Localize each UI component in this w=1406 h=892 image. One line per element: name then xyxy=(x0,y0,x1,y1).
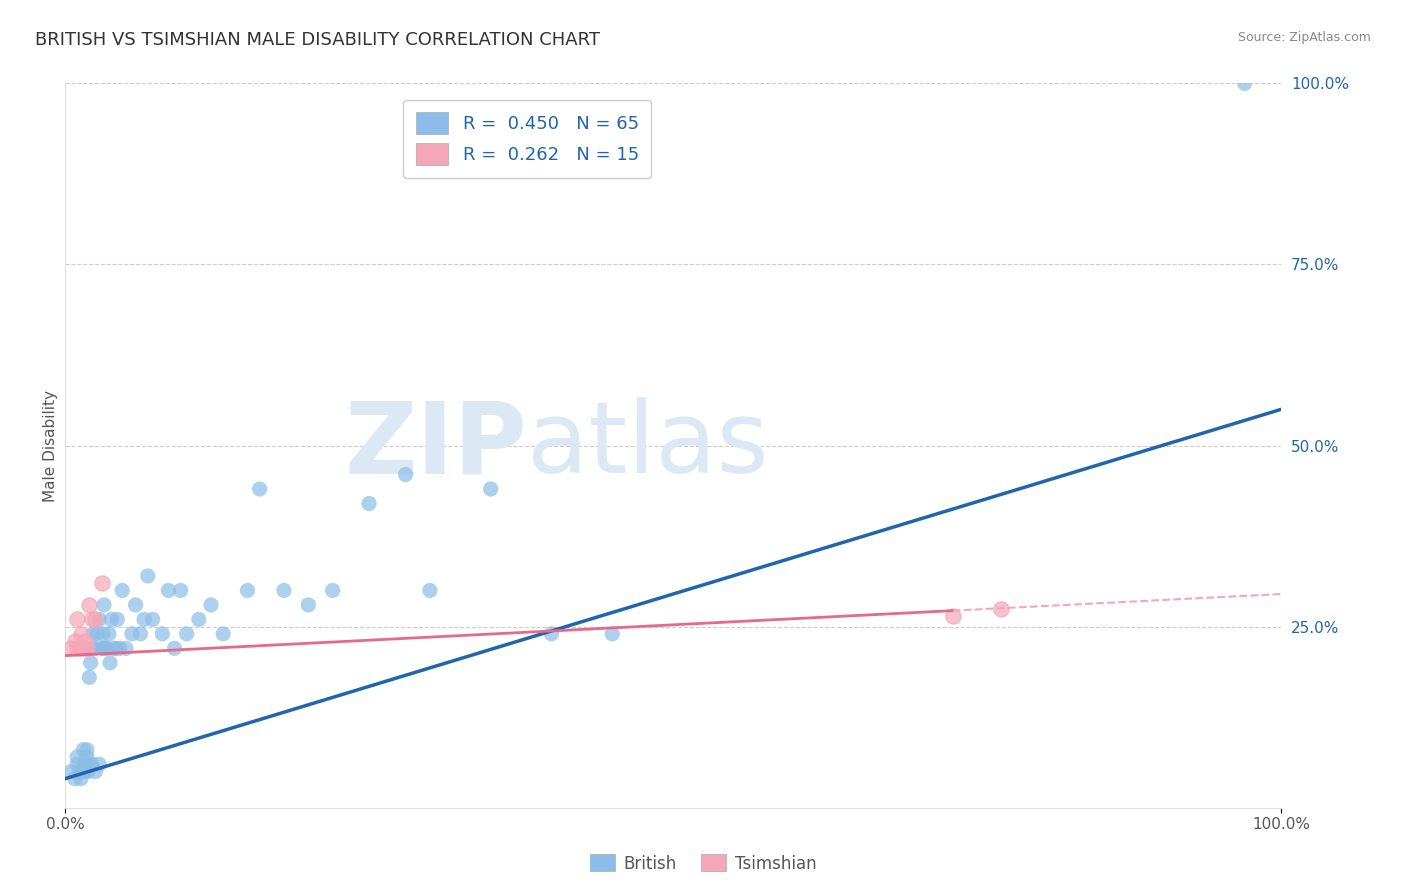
Point xyxy=(187,612,209,626)
Point xyxy=(115,641,138,656)
Point xyxy=(236,583,259,598)
Point xyxy=(66,757,89,772)
Point xyxy=(105,641,128,656)
Point xyxy=(72,764,94,779)
Point xyxy=(479,482,502,496)
Point xyxy=(84,764,107,779)
Text: BRITISH VS TSIMSHIAN MALE DISABILITY CORRELATION CHART: BRITISH VS TSIMSHIAN MALE DISABILITY COR… xyxy=(35,31,600,49)
Point xyxy=(80,612,103,626)
Point xyxy=(322,583,344,598)
Point xyxy=(69,764,91,779)
Point xyxy=(212,627,235,641)
Point xyxy=(87,612,110,626)
Point xyxy=(93,641,115,656)
Point xyxy=(990,601,1012,615)
Point xyxy=(76,641,98,656)
Point xyxy=(80,641,103,656)
Point xyxy=(1233,77,1256,91)
Point xyxy=(86,627,108,641)
Point xyxy=(72,641,94,656)
Point xyxy=(93,598,115,612)
Point xyxy=(103,641,125,656)
Point xyxy=(72,743,94,757)
Point xyxy=(108,641,131,656)
Point xyxy=(540,627,562,641)
Point xyxy=(73,757,96,772)
Point xyxy=(77,764,100,779)
Point xyxy=(121,627,143,641)
Point xyxy=(70,772,93,786)
Point xyxy=(66,750,89,764)
Point xyxy=(97,641,120,656)
Point xyxy=(84,612,107,626)
Point xyxy=(249,482,271,496)
Point xyxy=(157,583,180,598)
Text: Source: ZipAtlas.com: Source: ZipAtlas.com xyxy=(1237,31,1371,45)
Point xyxy=(136,569,159,583)
Legend: British, Tsimshian: British, Tsimshian xyxy=(583,847,823,880)
Point xyxy=(200,598,222,612)
Point xyxy=(94,641,117,656)
Point xyxy=(75,764,97,779)
Point xyxy=(73,634,96,648)
Point xyxy=(176,627,198,641)
Point xyxy=(91,627,114,641)
Point xyxy=(111,583,134,598)
Point xyxy=(60,764,83,779)
Point xyxy=(419,583,441,598)
Point xyxy=(163,641,186,656)
Point xyxy=(600,627,623,641)
Point xyxy=(79,670,101,684)
Point xyxy=(66,641,89,656)
Point xyxy=(63,772,86,786)
Point xyxy=(60,641,83,656)
Point xyxy=(142,612,165,626)
Point xyxy=(70,627,93,641)
Y-axis label: Male Disability: Male Disability xyxy=(44,390,58,501)
Text: atlas: atlas xyxy=(527,397,769,494)
Point xyxy=(132,612,155,626)
Point xyxy=(150,627,173,641)
Point xyxy=(90,641,112,656)
Point xyxy=(69,641,91,656)
Point xyxy=(90,576,112,591)
Point xyxy=(82,627,104,641)
Point xyxy=(97,627,120,641)
Point xyxy=(79,757,101,772)
Point xyxy=(394,467,416,482)
Point xyxy=(76,750,98,764)
Point xyxy=(84,641,107,656)
Point xyxy=(273,583,295,598)
Legend: R =  0.450   N = 65, R =  0.262   N = 15: R = 0.450 N = 65, R = 0.262 N = 15 xyxy=(404,100,651,178)
Point xyxy=(100,612,122,626)
Point xyxy=(63,634,86,648)
Point xyxy=(79,598,101,612)
Point xyxy=(124,598,146,612)
Point xyxy=(129,627,152,641)
Point xyxy=(942,608,965,623)
Point xyxy=(169,583,191,598)
Point xyxy=(66,612,89,626)
Text: ZIP: ZIP xyxy=(344,397,527,494)
Point xyxy=(87,757,110,772)
Point xyxy=(357,496,380,510)
Point xyxy=(79,656,101,670)
Point xyxy=(297,598,319,612)
Point xyxy=(76,743,98,757)
Point xyxy=(98,656,121,670)
Point xyxy=(80,757,103,772)
Point xyxy=(105,612,128,626)
